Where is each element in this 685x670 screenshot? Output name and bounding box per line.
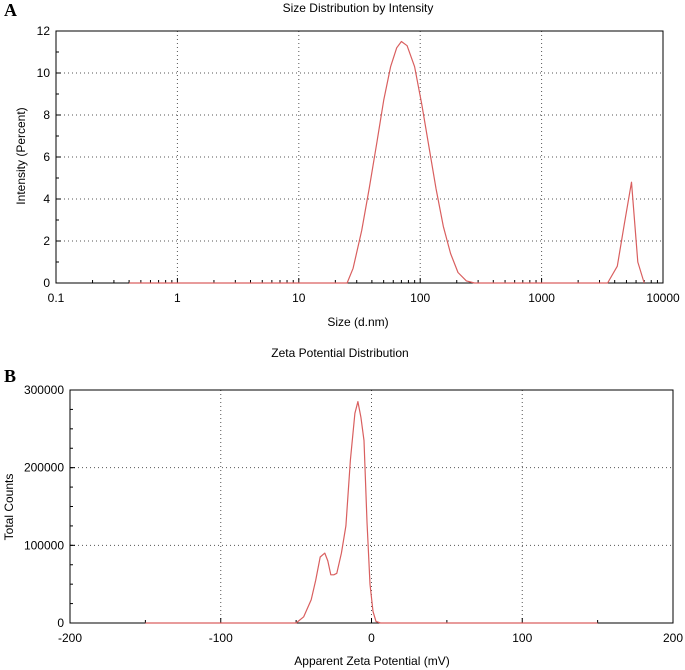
panel-a-y-tick-label: 6 [43, 150, 50, 164]
panel-b-x-tick-label: -200 [58, 631, 82, 645]
panel-a-title: Size Distribution by Intensity [283, 1, 434, 15]
panel-a-y-tick-label: 2 [43, 234, 50, 248]
panel-b-x-tick-label: -100 [209, 631, 233, 645]
panel-a-x-tick-label: 10000 [646, 291, 680, 305]
panel-a-plot-area: 0.1 1 10 100 1000 10000 0 2 4 6 8 10 12 [37, 24, 680, 305]
panel-b-title: Zeta Potential Distribution [271, 346, 408, 360]
panel-b: B Zeta Potential Distribution Apparent Z… [2, 346, 683, 668]
panel-a-x-tick-label: 100 [410, 291, 430, 305]
panel-a: A Size Distribution by Intensity Size (d… [4, 0, 680, 329]
panel-b-y-tick-label: 100000 [24, 538, 64, 552]
panel-b-y-axis-label: Total Counts [2, 474, 16, 541]
panel-b-y-tick-label: 0 [57, 616, 64, 630]
panel-a-y-tick-label: 10 [37, 66, 51, 80]
panel-a-x-axis-label: Size (d.nm) [327, 315, 388, 329]
panel-b-plot-area: -200 -100 0 100 200 0 100000 200000 300000 [24, 383, 683, 645]
panel-a-series-line [129, 40, 645, 284]
panel-a-x-tick-label: 0.1 [48, 291, 65, 305]
panel-a-x-tick-label: 1000 [528, 291, 555, 305]
panel-b-x-tick-label: 0 [368, 631, 375, 645]
panel-a-y-axis-label: Intensity (Percent) [14, 107, 28, 204]
panel-b-y-tick-label: 300000 [24, 383, 64, 397]
panel-b-y-tick-label: 200000 [24, 461, 64, 475]
panel-b-x-tick-label: 200 [663, 631, 683, 645]
panel-a-plot-frame [55, 30, 664, 284]
panel-a-letter: A [4, 0, 17, 20]
panel-a-y-tick-label: 8 [43, 108, 50, 122]
panel-a-x-tick-label: 10 [292, 291, 306, 305]
panel-b-series-line [145, 401, 598, 624]
panel-a-y-tick-label: 12 [37, 24, 51, 38]
panel-a-y-tick-label: 0 [43, 276, 50, 290]
panel-a-y-tick-label: 4 [43, 192, 50, 206]
panel-b-x-axis-label: Apparent Zeta Potential (mV) [294, 654, 449, 668]
panel-b-x-tick-label: 100 [512, 631, 532, 645]
panel-a-x-tick-label: 1 [174, 291, 181, 305]
panel-b-letter: B [4, 366, 16, 386]
